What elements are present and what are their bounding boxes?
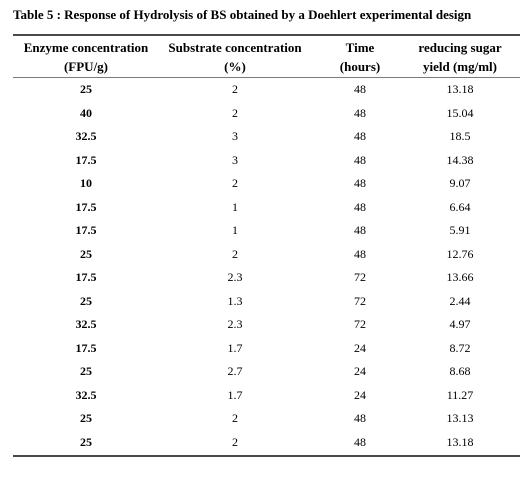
cell-time: 24 (354, 364, 366, 378)
header-substrate-concentration: Substrate concentration (%) (160, 38, 310, 76)
cell-time: 48 (354, 105, 366, 120)
cell-substrate-concentration: 1.3 (227, 293, 243, 308)
cell-reducing-sugar-yield: 12.76 (446, 246, 474, 261)
cell-time: 48 (354, 223, 366, 237)
cell-reducing-sugar-yield: 13.18 (446, 82, 474, 96)
cell-enzyme-concentration: 25 (80, 411, 92, 425)
cell-substrate-concentration: 2.3 (227, 317, 243, 331)
cell-substrate-concentration: 2 (232, 105, 238, 120)
cell-enzyme-concentration: 17.5 (75, 152, 97, 167)
table-row: 32.5 1.7 24 11.27 (0, 384, 530, 408)
header-unit: (FPU/g) (63, 59, 109, 74)
table-row: 10 2 48 9.07 (0, 172, 530, 196)
table-row: 17.5 1 48 5.91 (0, 219, 530, 243)
table-top-rule (13, 34, 520, 36)
header-reducing-sugar-yield: reducing sugar yield (mg/ml) (405, 38, 515, 76)
header-line: reducing sugar (418, 40, 502, 55)
cell-enzyme-concentration: 25 (80, 293, 92, 308)
table-row: 17.5 3 48 14.38 (0, 149, 530, 173)
cell-time: 72 (354, 317, 366, 331)
header-enzyme-concentration: Enzyme concentration (FPU/g) (13, 38, 159, 76)
cell-substrate-concentration: 2 (232, 434, 238, 449)
header-time: Time (hours) (330, 38, 390, 76)
table-bottom-rule (13, 455, 520, 457)
cell-time: 48 (354, 411, 366, 425)
table-row: 25 1.3 72 2.44 (0, 290, 530, 314)
cell-reducing-sugar-yield: 2.44 (449, 293, 471, 308)
cell-substrate-concentration: 3 (232, 129, 238, 143)
cell-time: 48 (354, 434, 366, 449)
cell-time: 48 (354, 82, 366, 96)
table-row: 32.5 3 48 18.5 (0, 125, 530, 149)
cell-enzyme-concentration: 10 (80, 176, 92, 190)
cell-substrate-concentration: 1 (232, 223, 238, 237)
header-unit: (hours) (339, 59, 381, 74)
cell-time: 72 (354, 270, 366, 284)
cell-time: 48 (354, 152, 366, 167)
cell-reducing-sugar-yield: 11.27 (446, 387, 474, 402)
table-row: 25 2.7 24 8.68 (0, 360, 530, 384)
cell-substrate-concentration: 1.7 (227, 387, 243, 402)
cell-substrate-concentration: 2 (232, 176, 238, 190)
cell-enzyme-concentration: 25 (80, 246, 92, 261)
cell-time: 24 (354, 340, 366, 355)
cell-reducing-sugar-yield: 13.66 (446, 270, 474, 284)
cell-reducing-sugar-yield: 5.91 (449, 223, 471, 237)
cell-enzyme-concentration: 32.5 (75, 387, 97, 402)
cell-enzyme-concentration: 17.5 (75, 270, 97, 284)
cell-time: 48 (354, 129, 366, 143)
cell-substrate-concentration: 2 (232, 411, 238, 425)
cell-reducing-sugar-yield: 14.38 (446, 152, 474, 167)
cell-reducing-sugar-yield: 18.5 (449, 129, 471, 143)
cell-reducing-sugar-yield: 9.07 (449, 176, 471, 190)
table-row: 32.5 2.3 72 4.97 (0, 313, 530, 337)
table-row: 17.5 1.7 24 8.72 (0, 337, 530, 361)
cell-substrate-concentration: 3 (232, 152, 238, 167)
cell-reducing-sugar-yield: 4.97 (449, 317, 471, 331)
cell-substrate-concentration: 2.7 (227, 364, 243, 378)
cell-reducing-sugar-yield: 13.13 (446, 411, 474, 425)
cell-substrate-concentration: 2 (232, 82, 238, 96)
cell-substrate-concentration: 2.3 (227, 270, 243, 284)
cell-enzyme-concentration: 17.5 (75, 199, 97, 214)
table-caption: Table 5 : Response of Hydrolysis of BS o… (13, 7, 472, 22)
cell-enzyme-concentration: 17.5 (75, 223, 97, 237)
cell-enzyme-concentration: 32.5 (75, 129, 97, 143)
header-line: Substrate concentration (168, 40, 302, 55)
cell-enzyme-concentration: 25 (80, 364, 92, 378)
cell-enzyme-concentration: 25 (80, 434, 92, 449)
cell-reducing-sugar-yield: 15.04 (446, 105, 474, 120)
cell-enzyme-concentration: 32.5 (75, 317, 97, 331)
cell-enzyme-concentration: 17.5 (75, 340, 97, 355)
table-row: 25 2 48 13.18 (0, 78, 530, 102)
header-unit: (%) (224, 59, 246, 74)
cell-enzyme-concentration: 25 (80, 82, 92, 96)
table-row: 17.5 1 48 6.64 (0, 196, 530, 220)
table-row: 25 2 48 12.76 (0, 243, 530, 267)
cell-reducing-sugar-yield: 8.72 (449, 340, 471, 355)
table-row: 17.5 2.3 72 13.66 (0, 266, 530, 290)
cell-reducing-sugar-yield: 13.18 (446, 434, 474, 449)
table-row: 40 2 48 15.04 (0, 102, 530, 126)
header-line: Time (345, 40, 375, 55)
cell-time: 72 (354, 293, 366, 308)
table-row: 25 2 48 13.13 (0, 407, 530, 431)
cell-reducing-sugar-yield: 8.68 (449, 364, 471, 378)
table-row: 25 2 48 13.18 (0, 431, 530, 455)
table-body: 25 2 48 13.18 40 2 48 15.04 32.5 3 48 18.5 17.5 3 48 14… (0, 78, 530, 454)
cell-reducing-sugar-yield: 6.64 (449, 199, 471, 214)
cell-time: 48 (354, 176, 366, 190)
header-unit: yield (mg/ml) (422, 59, 497, 74)
cell-enzyme-concentration: 40 (80, 105, 92, 120)
table-header-rule (13, 77, 520, 78)
cell-substrate-concentration: 1 (232, 199, 238, 214)
cell-substrate-concentration: 1.7 (227, 340, 243, 355)
cell-time: 48 (354, 246, 366, 261)
cell-time: 24 (354, 387, 366, 402)
cell-time: 48 (354, 199, 366, 214)
header-line: Enzyme concentration (23, 40, 149, 55)
cell-substrate-concentration: 2 (232, 246, 238, 261)
